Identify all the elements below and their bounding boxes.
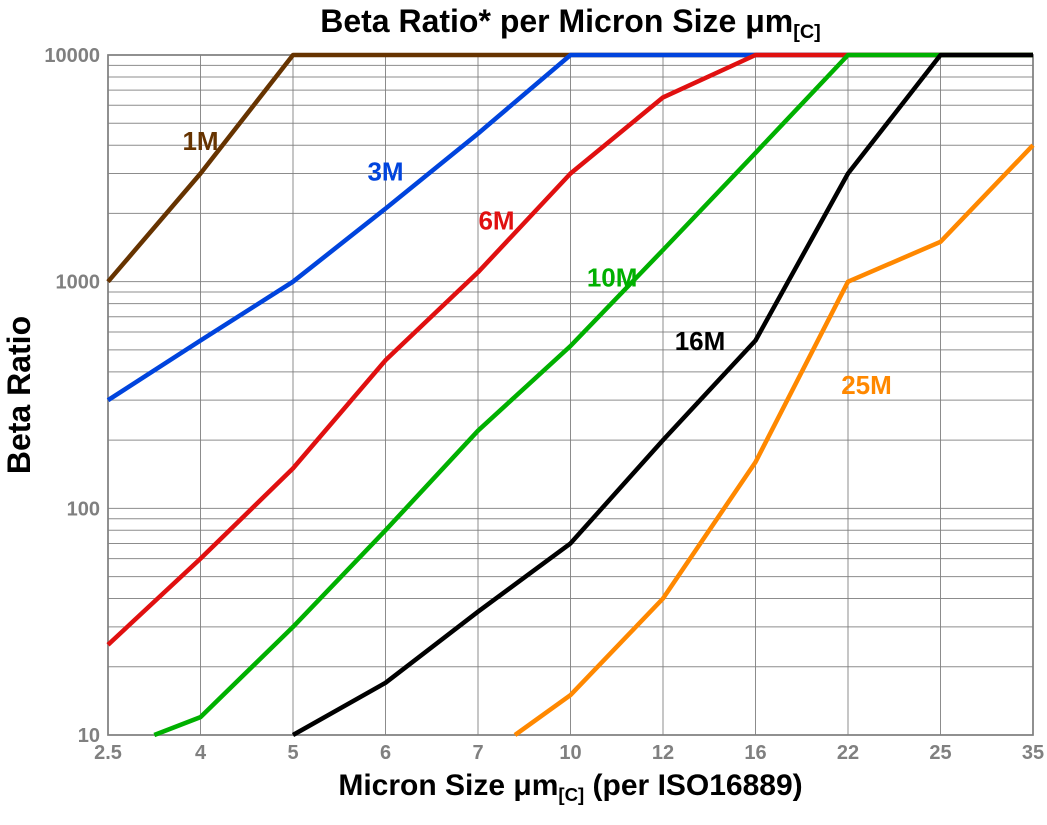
- series-label-3m: 3M: [367, 156, 403, 186]
- y-axis-label: Beta Ratio: [1, 316, 37, 474]
- x-tick-label: 5: [287, 742, 298, 764]
- y-tick-label: 10: [78, 725, 100, 747]
- series-label-10m: 10M: [587, 263, 638, 293]
- x-tick-label: 10: [559, 742, 581, 764]
- series-label-1m: 1M: [182, 126, 218, 156]
- beta-ratio-chart: Beta Ratio* per Micron Size μm[C] 1M 3M 6M 1…: [0, 0, 1047, 825]
- x-tick-label: 4: [195, 742, 207, 764]
- y-tick-label: 1000: [56, 272, 101, 294]
- series-label-16m: 16M: [675, 326, 726, 356]
- x-tick-label: 7: [472, 742, 483, 764]
- y-tick-label: 100: [67, 498, 100, 520]
- x-tick-label: 35: [1022, 742, 1044, 764]
- series-label-6m: 6M: [478, 205, 514, 235]
- y-tick-label: 10000: [44, 45, 100, 67]
- x-tick-label: 25: [929, 742, 951, 764]
- chart-title: Beta Ratio* per Micron Size μm[C]: [320, 3, 821, 43]
- series-label-25m: 25M: [841, 370, 892, 400]
- x-tick-label: 16: [744, 742, 766, 764]
- x-tick-label: 22: [837, 742, 859, 764]
- x-tick-label: 12: [652, 742, 674, 764]
- x-tick-label: 6: [380, 742, 391, 764]
